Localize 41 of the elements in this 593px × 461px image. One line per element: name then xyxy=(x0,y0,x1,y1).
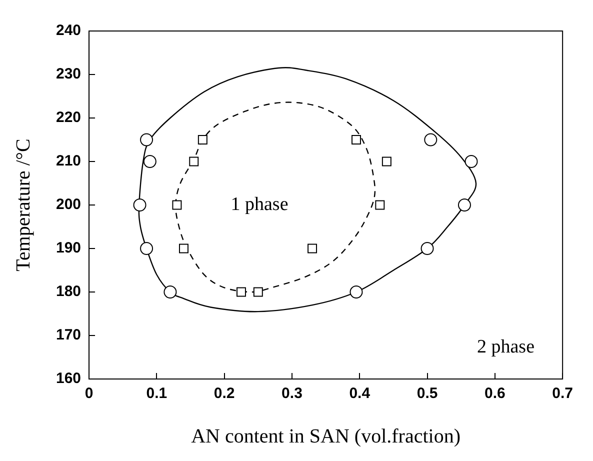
point xyxy=(375,200,385,210)
x-axis-title: AN content in SAN (vol.fraction) xyxy=(191,425,460,448)
point xyxy=(382,156,392,166)
annotation: 1 phase xyxy=(230,194,288,215)
x-tick-label: 0.4 xyxy=(349,385,371,402)
y-axis-title: Temperature /°C xyxy=(12,138,34,272)
point xyxy=(308,244,318,254)
x-tick-label: 0.7 xyxy=(552,385,574,402)
y-tick-label: 230 xyxy=(56,66,82,83)
y-tick-label: 200 xyxy=(56,196,82,214)
point xyxy=(236,287,246,297)
point xyxy=(140,133,154,146)
point xyxy=(424,133,438,146)
point xyxy=(198,135,208,144)
point xyxy=(143,155,156,168)
point xyxy=(464,155,478,168)
y-tick-label: 170 xyxy=(56,326,82,344)
y-tick-label: 190 xyxy=(56,240,82,257)
x-tick-label: 0.1 xyxy=(146,385,168,402)
y-tick-label: 220 xyxy=(56,109,82,126)
point xyxy=(178,244,188,254)
point xyxy=(189,156,199,166)
point xyxy=(133,198,146,212)
x-tick-label: 0.3 xyxy=(282,385,302,402)
point xyxy=(253,287,263,297)
point xyxy=(164,286,177,298)
x-tick-label: 0.5 xyxy=(416,385,438,402)
x-tick-label: 0.6 xyxy=(484,385,506,402)
point xyxy=(172,200,182,210)
x-tick-label: 0 xyxy=(84,385,94,402)
y-tick-label: 160 xyxy=(56,370,82,388)
x-tick-label: 0.2 xyxy=(214,385,235,402)
y-tick-label: 210 xyxy=(56,152,82,170)
point xyxy=(458,198,471,212)
y-tick-label: 180 xyxy=(56,283,82,300)
point xyxy=(420,242,434,255)
point xyxy=(350,286,363,298)
annotation: 2 phase xyxy=(476,336,535,358)
point xyxy=(352,135,361,144)
y-tick-label: 240 xyxy=(56,22,82,40)
point xyxy=(140,242,154,255)
